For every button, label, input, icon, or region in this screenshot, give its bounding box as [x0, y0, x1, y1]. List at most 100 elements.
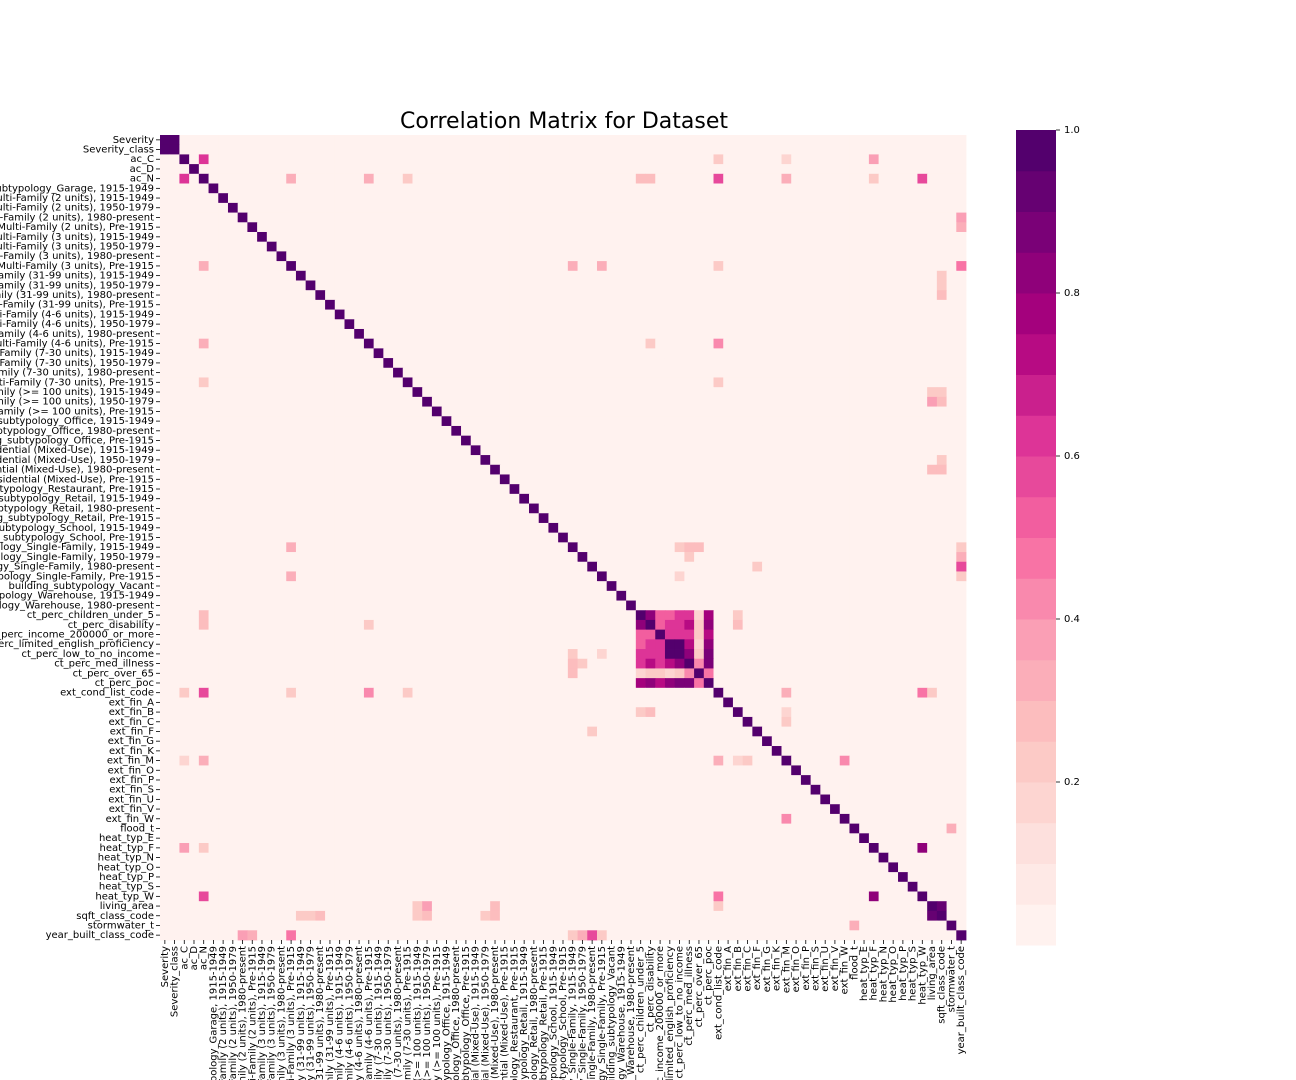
heatmap-cell	[713, 493, 724, 504]
heatmap-cell	[218, 474, 229, 485]
heatmap-cell	[567, 290, 578, 301]
heatmap-cell	[907, 183, 918, 194]
heatmap-cell	[363, 367, 375, 378]
heatmap-cell	[606, 522, 617, 534]
heatmap-cell	[888, 377, 899, 388]
heatmap-cell	[373, 474, 384, 485]
heatmap-cell	[538, 678, 549, 689]
heatmap-cell	[305, 668, 316, 679]
heatmap-cell	[723, 474, 734, 485]
heatmap-cell	[393, 348, 404, 359]
heatmap-cell	[655, 668, 666, 679]
heatmap-cell	[189, 503, 200, 514]
heatmap-cell	[558, 610, 569, 621]
heatmap-cell	[694, 290, 705, 301]
heatmap-cell	[344, 173, 355, 184]
heatmap-cell	[257, 377, 268, 388]
heatmap-cell	[742, 406, 753, 417]
heatmap-cell	[325, 668, 336, 679]
heatmap-cell	[674, 358, 685, 369]
heatmap-cell	[878, 697, 889, 708]
heatmap-cell	[703, 280, 714, 291]
heatmap-cell	[655, 581, 666, 592]
heatmap-cell	[247, 513, 258, 524]
heatmap-cell	[577, 328, 588, 340]
heatmap-cell	[441, 309, 452, 320]
heatmap-cell	[606, 678, 617, 689]
heatmap-cell	[771, 629, 782, 640]
heatmap-cell	[849, 474, 860, 485]
heatmap-cell	[237, 552, 248, 563]
heatmap-cell	[820, 164, 831, 175]
heatmap-cell	[548, 600, 559, 611]
heatmap-cell	[480, 367, 491, 378]
heatmap-cell	[868, 338, 880, 349]
heatmap-cell	[422, 707, 433, 718]
heatmap-cell	[402, 348, 413, 359]
heatmap-cell	[703, 193, 714, 204]
heatmap-cell	[635, 290, 646, 301]
heatmap-cell	[752, 668, 763, 679]
heatmap-cell	[227, 358, 239, 369]
heatmap-cell	[936, 532, 947, 543]
heatmap-cell	[519, 590, 530, 601]
heatmap-cell	[548, 678, 559, 689]
heatmap-cell	[791, 164, 802, 175]
heatmap-cell	[257, 716, 268, 728]
heatmap-cell	[441, 619, 452, 631]
heatmap-cell	[208, 484, 219, 495]
heatmap-cell	[888, 513, 899, 524]
heatmap-cell	[373, 135, 384, 146]
heatmap-cell	[849, 387, 860, 398]
heatmap-cell	[227, 202, 239, 213]
heatmap-cell	[509, 144, 520, 155]
heatmap-cell	[684, 687, 695, 698]
heatmap-cell	[917, 552, 928, 563]
heatmap-cell	[927, 280, 938, 291]
heatmap-cell	[441, 212, 452, 223]
heatmap-cell	[412, 493, 423, 504]
heatmap-cell	[334, 707, 345, 718]
heatmap-cell	[393, 193, 404, 204]
heatmap-cell	[849, 464, 860, 475]
heatmap-cell	[936, 561, 947, 572]
heatmap-cell	[266, 270, 277, 281]
heatmap-cell	[237, 532, 248, 543]
heatmap-cell	[490, 202, 501, 213]
heatmap-cell	[461, 678, 472, 689]
heatmap-cell	[839, 222, 850, 233]
heatmap-cell	[480, 202, 491, 213]
heatmap-cell	[431, 649, 443, 660]
heatmap-cell	[956, 280, 967, 291]
heatmap-cell	[179, 484, 190, 495]
heatmap-cell	[587, 299, 598, 310]
heatmap-cell	[956, 348, 967, 359]
heatmap-cell	[276, 658, 287, 669]
heatmap-cell	[257, 328, 268, 340]
heatmap-cell	[490, 270, 501, 281]
heatmap-cell	[800, 135, 812, 146]
heatmap-cell	[800, 290, 812, 301]
heatmap-cell	[315, 231, 326, 243]
heatmap-cell	[849, 678, 860, 689]
heatmap-cell	[558, 619, 569, 631]
heatmap-cell	[451, 455, 462, 466]
heatmap-cell	[218, 154, 229, 165]
heatmap-cell	[898, 542, 909, 553]
heatmap-cell	[917, 619, 928, 631]
heatmap-cell	[626, 493, 637, 504]
heatmap-cell	[266, 416, 277, 427]
heatmap-cell	[325, 358, 336, 369]
heatmap-cell	[499, 299, 510, 310]
heatmap-cell	[461, 619, 472, 631]
heatmap-cell	[645, 309, 656, 320]
heatmap-cell	[363, 290, 375, 301]
heatmap-cell	[286, 183, 297, 194]
heatmap-cell	[402, 629, 413, 640]
heatmap-cell	[509, 707, 520, 718]
heatmap-cell	[781, 377, 792, 388]
heatmap-cell	[956, 687, 967, 698]
heatmap-cell	[742, 493, 753, 504]
heatmap-cell	[393, 251, 404, 262]
heatmap-cell	[276, 425, 287, 437]
